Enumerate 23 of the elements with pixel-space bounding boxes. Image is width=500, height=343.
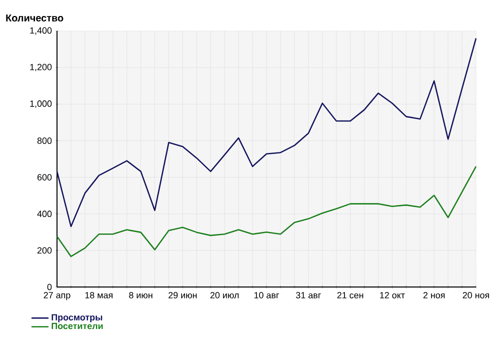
x-tick-label: 10 авг (254, 292, 279, 298)
x-tick-label: 21 сен (337, 292, 364, 298)
y-tick-label: 600 (37, 174, 52, 180)
y-axis-title: Количество (6, 14, 64, 22)
x-tick-label: 8 июн (129, 292, 152, 298)
legend-label: Посетители (52, 322, 103, 330)
x-tick-label: 20 ноя (462, 292, 490, 298)
line-series (56, 38, 477, 228)
y-tick-label: 1,200 (30, 64, 52, 72)
y-tick-label: 1,000 (30, 100, 52, 108)
x-tick-label: 12 окт (380, 292, 405, 298)
legend-label: Просмотры (52, 314, 102, 322)
x-tick-label: 2 ноя (423, 292, 445, 298)
y-tick-label: 200 (37, 247, 52, 254)
x-tick-label: 18 мая (85, 292, 113, 298)
x-tick-label: 29 июн (168, 292, 197, 298)
x-tick-label: 27 апр (44, 292, 70, 300)
y-tick-label: 0 (47, 284, 52, 290)
x-tick-label: 31 авг (296, 292, 321, 298)
y-tick-label: 800 (37, 138, 52, 144)
x-tick-label: 20 июл (210, 292, 239, 298)
y-tick-label: 1,400 (30, 27, 52, 35)
y-tick-label: 400 (37, 210, 52, 218)
